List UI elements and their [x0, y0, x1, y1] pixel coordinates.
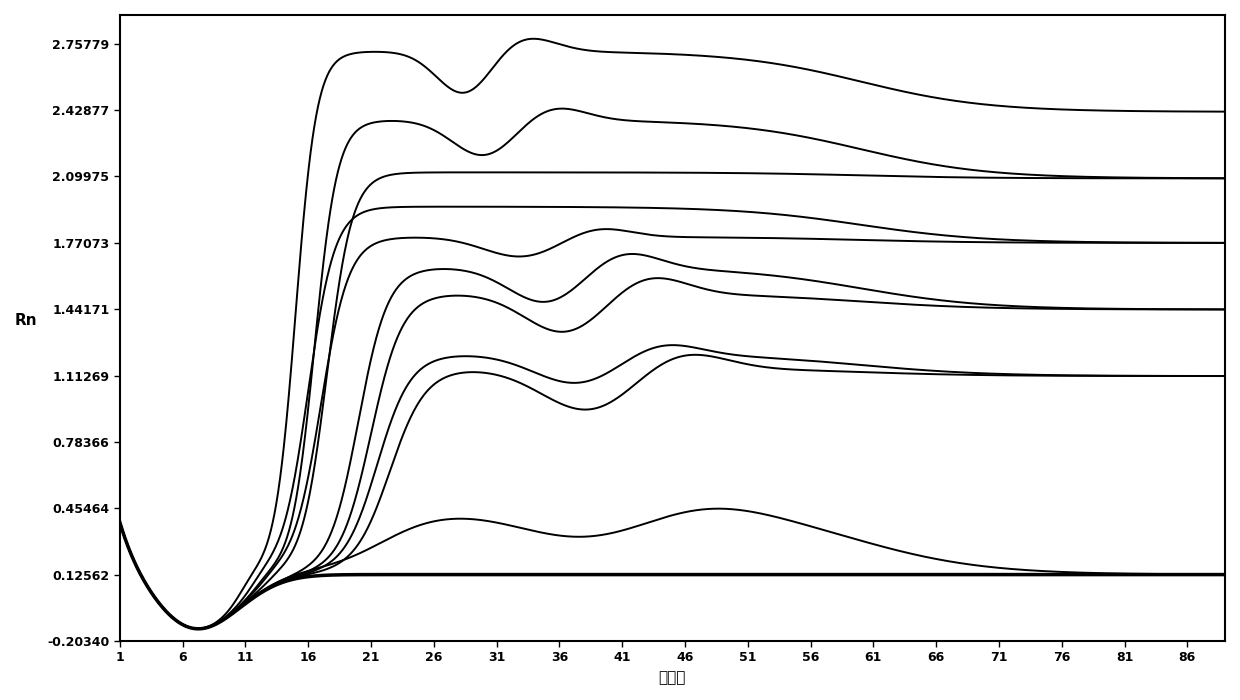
X-axis label: 循环数: 循环数: [658, 670, 686, 685]
Y-axis label: Rn: Rn: [15, 313, 37, 328]
